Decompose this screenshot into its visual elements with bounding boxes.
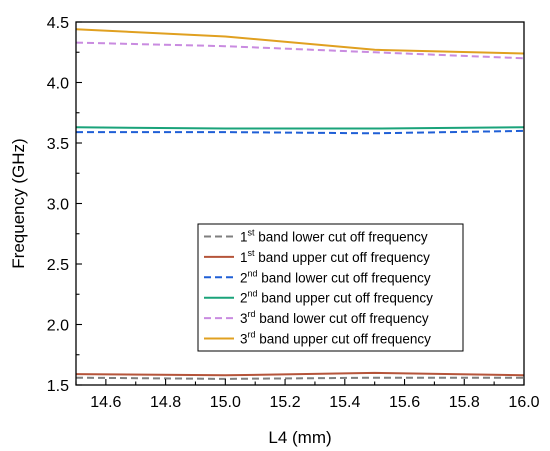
- x-tick-label: 16.0: [508, 394, 539, 411]
- legend-label: 3rd band lower cut off frequency: [240, 309, 429, 326]
- x-axis-ticks: 14.6 14.8 15.0 15.2 15.4 15.6 15.8 16.0: [75, 379, 540, 411]
- y-tick-label: 4.0: [47, 76, 69, 93]
- y-axis-title: Frequency (GHz): [9, 138, 28, 268]
- plot-lines: [75, 28, 525, 380]
- legend-label: 2nd band upper cut off frequency: [240, 289, 433, 306]
- legend-label: 2nd band lower cut off frequency: [240, 268, 431, 285]
- series-line-4: [75, 126, 525, 130]
- series-line-1: [75, 376, 524, 380]
- series-line-6: [75, 28, 525, 55]
- x-axis-title: L4 (mm): [268, 428, 331, 447]
- legend-label: 1st band lower cut off frequency: [240, 228, 428, 245]
- x-tick-label: 15.0: [210, 394, 241, 411]
- y-tick-label: 2.5: [47, 257, 69, 274]
- legend-box: [197, 223, 464, 352]
- series-line-2: [75, 371, 525, 377]
- x-tick-label: 14.6: [90, 394, 121, 411]
- legend-label: 3rd band upper cut off frequency: [240, 330, 431, 347]
- y-tick-label: 3.5: [47, 136, 69, 153]
- x-tick-label: 15.4: [329, 394, 360, 411]
- series-line-5: [75, 41, 525, 60]
- x-tick-label: 14.8: [150, 394, 181, 411]
- legend: 1st band lower cut off frequency 1st band…: [197, 223, 464, 352]
- y-tick-label: 1.5: [47, 378, 69, 395]
- y-axis-ticks: 1.5 2.0 2.5 3.0 3.5 4.0 4.5: [47, 15, 82, 395]
- y-tick-label: 2.0: [47, 318, 69, 335]
- y-tick-label: 3.0: [47, 197, 69, 214]
- y-tick-label: 4.5: [47, 15, 69, 32]
- x-tick-label: 15.2: [269, 394, 300, 411]
- x-tick-label: 15.8: [449, 394, 480, 411]
- x-tick-label: 15.6: [389, 394, 420, 411]
- legend-label: 1st band upper cut off frequency: [240, 248, 430, 265]
- series-line-3: [76, 129, 525, 135]
